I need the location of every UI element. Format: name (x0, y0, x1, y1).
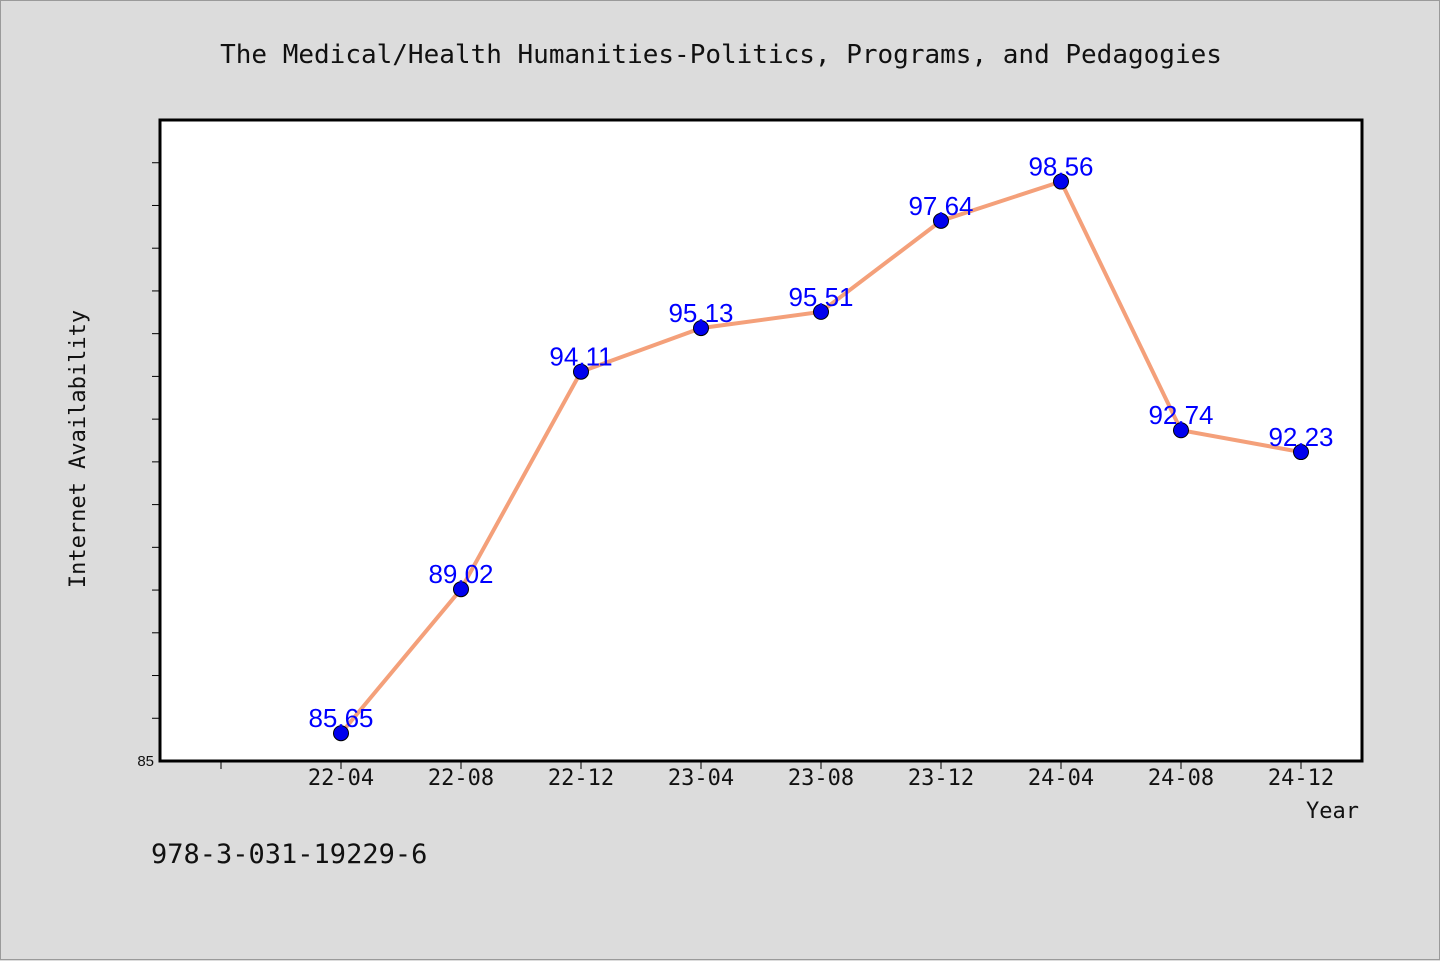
x-tick-label: 23-04 (668, 766, 734, 791)
isbn-text: 978-3-031-19229-6 (151, 839, 427, 870)
x-tick-label: 22-04 (308, 766, 374, 791)
x-tick-label: 24-04 (1028, 766, 1094, 791)
data-point (453, 581, 469, 598)
data-point (813, 303, 829, 320)
data-point (333, 725, 349, 742)
data-label: 92.74 (1148, 400, 1213, 430)
x-tick-label: 23-08 (788, 766, 854, 791)
data-label: 98.56 (1028, 152, 1093, 182)
plot-area (158, 118, 1364, 763)
series-markers (333, 173, 1309, 742)
x-tick-label: 22-08 (428, 766, 494, 791)
data-label: 89.02 (428, 559, 493, 589)
data-label: 95.13 (668, 298, 733, 328)
x-tick-label: 24-08 (1148, 766, 1214, 791)
data-label: 95.51 (788, 282, 853, 312)
y-axis-label: Internet Availability (66, 310, 91, 588)
x-tick-label: 23-12 (908, 766, 974, 791)
data-label: 97.64 (908, 191, 973, 221)
x-axis-label: Year (1306, 799, 1359, 824)
data-point (933, 212, 949, 229)
x-tick-label: 22-12 (548, 766, 614, 791)
data-label: 94.11 (549, 342, 612, 372)
data-labels: 85.65 89.02 94.11 95.13 95.51 97.64 98.56 92.74… (308, 152, 1333, 734)
chart-title: The Medical/Health Humanities-Politics, … (220, 40, 1222, 70)
data-point (1173, 422, 1189, 439)
data-label: 92.23 (1268, 422, 1333, 452)
data-point (693, 320, 709, 337)
data-label: 85.65 (308, 703, 373, 733)
data-point (1053, 173, 1069, 190)
x-tick-label: 24-12 (1268, 766, 1334, 791)
data-point (1293, 444, 1309, 461)
y-tick-label: 85 (137, 753, 154, 770)
x-axis-ticks: 22-04 22-08 22-12 23-04 23-08 23-12 24-04 24-08… (220, 761, 1334, 791)
data-point (573, 363, 589, 380)
y-axis-ticks: 85 (137, 162, 160, 770)
